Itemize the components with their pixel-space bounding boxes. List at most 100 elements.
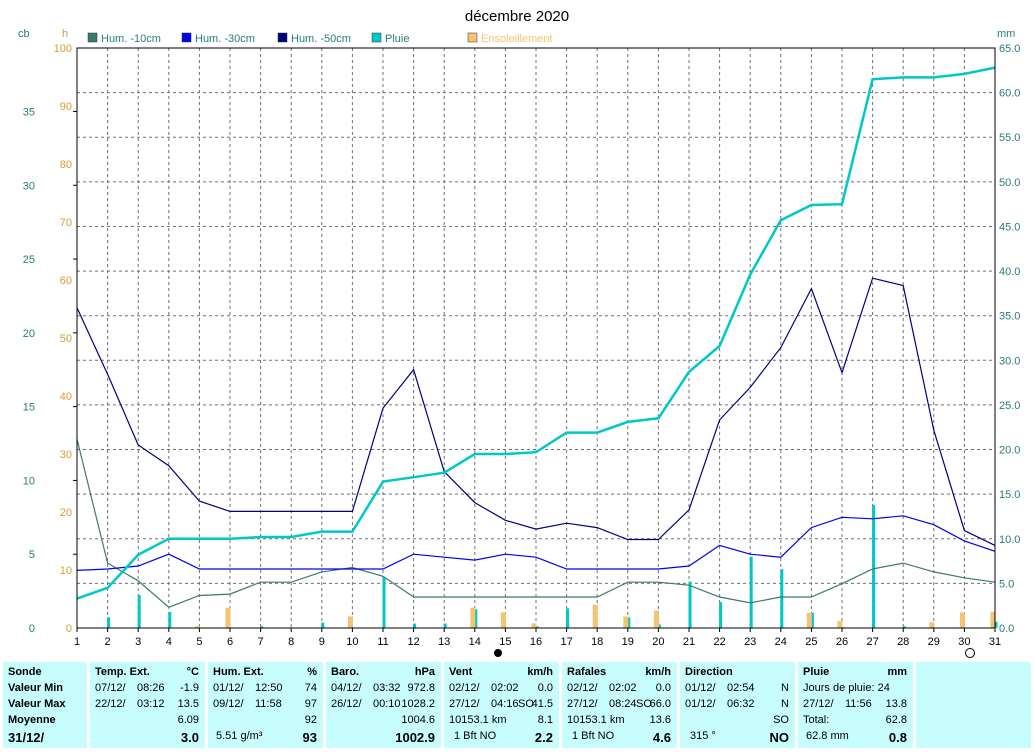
daily-rain-bar <box>994 621 998 628</box>
panel-pluie: Pluie mm Jours de pluie: 24 27/12/11:56 13… <box>797 661 914 749</box>
vent-min-time: 02:02 <box>491 682 519 694</box>
sunshine-bar <box>347 616 353 628</box>
x-tick-label: 18 <box>591 636 603 648</box>
panel-direction: Direction 01/12/02:54 N 01/12/06:32 N SO 3… <box>679 661 796 749</box>
bars <box>107 504 998 628</box>
daily-rain-bar <box>902 626 906 628</box>
cb-tick-label: 25 <box>23 254 35 266</box>
pluie-total-label: Total: <box>803 714 830 726</box>
x-tick-label: 21 <box>683 636 695 648</box>
baro-min-date: 04/12/ <box>331 682 362 694</box>
x-tick-label: 16 <box>530 636 542 648</box>
direction-max-value: N <box>781 698 789 710</box>
x-tick-label: 24 <box>775 636 787 648</box>
sunshine-bar <box>929 622 935 628</box>
row-current-label: 31/12/ <box>8 730 45 745</box>
rafales-current: 4.6 <box>652 730 671 745</box>
row-min-label: Valeur Min <box>8 682 64 694</box>
legend: Hum. -10cm Hum. -30cm Hum. -50cm Pluie Ensol… <box>87 32 553 45</box>
panel-sonde: Sonde Valeur Min Valeur Max Moyenne 31/1… <box>2 661 88 749</box>
daily-rain-bar <box>107 617 111 628</box>
hum-abs: 5.51 g/m³ <box>216 730 263 742</box>
vent-distance: 10153.1 km <box>449 714 507 726</box>
daily-rain-bar <box>168 611 172 628</box>
panel-vent: Vent km/h 02/12/02:02 0.0 27/12/04:16 SO 41.… <box>443 661 560 749</box>
rafales-max-value: 66.0 <box>649 698 671 710</box>
sunshine-bar <box>531 623 537 628</box>
h-tick-label: 70 <box>60 217 72 229</box>
rafales-min-date: 02/12/ <box>567 682 598 694</box>
temp-min-value: -1.9 <box>180 682 199 694</box>
pluie-current: 0.8 <box>888 730 907 745</box>
x-tick-label: 10 <box>346 636 358 648</box>
x-tick-label: 15 <box>499 636 511 648</box>
vent-max-time: 04:16 <box>491 698 519 710</box>
rafales-distance: 10153.1 km <box>567 714 625 726</box>
hum-max-date: 09/12/ <box>213 698 244 710</box>
temp-avg: 6.09 <box>177 714 199 726</box>
legend-swatch <box>181 32 192 43</box>
sunshine-bar <box>225 607 231 628</box>
h-tick-label: 40 <box>60 391 72 403</box>
vent-max-dir: SO <box>518 698 534 710</box>
line-hum-10cm <box>76 438 996 608</box>
full-moon-icon <box>965 648 975 658</box>
direction-min-value: N <box>781 682 789 694</box>
rafales-beaufort: 1 Bft NO <box>572 730 615 742</box>
line-hum-30cm <box>76 515 996 571</box>
sunshine-bar <box>470 607 476 628</box>
panel-temp: Temp. Ext. °C 07/12/08:26 -1.9 22/12/03:12… <box>89 661 206 749</box>
mm-tick-label: 65.0 <box>999 43 1020 55</box>
h-axis-unit: h <box>62 28 68 40</box>
h-tick-label: 30 <box>60 449 72 461</box>
legend-swatch <box>467 32 478 43</box>
vent-unit: km/h <box>527 666 553 678</box>
sunshine-bar <box>194 626 200 628</box>
temp-max-time: 03:12 <box>137 698 165 710</box>
direction-max-date: 01/12/ <box>685 698 716 710</box>
daily-rain-bar <box>321 622 325 628</box>
pluie-days: Jours de pluie: 24 <box>803 682 890 694</box>
x-tick-label: 8 <box>288 636 294 648</box>
temp-min-time: 08:26 <box>137 682 165 694</box>
baro-max-time: 00:10 <box>373 698 401 710</box>
cb-tick-label: 35 <box>23 106 35 118</box>
sunshine-bar <box>592 604 598 628</box>
direction-min-time: 02:54 <box>727 682 755 694</box>
x-tick-label: 14 <box>469 636 481 648</box>
mm-tick-label: 55.0 <box>999 132 1020 144</box>
legend-label: Hum. -10cm <box>101 33 161 45</box>
sunshine-bar <box>500 612 506 628</box>
x-tick-label: 26 <box>836 636 848 648</box>
daily-rain-bar <box>657 624 661 628</box>
row-avg-label: Moyenne <box>8 714 56 726</box>
legend-label: Ensoleillement <box>481 33 553 45</box>
h-tick-label: 50 <box>60 333 72 345</box>
chart-title: décembre 2020 <box>465 8 569 25</box>
x-tick-label: 12 <box>407 636 419 648</box>
vent-current: 2.2 <box>534 730 553 745</box>
baro-max-date: 26/12/ <box>331 698 362 710</box>
rafales-min-value: 0.0 <box>655 682 671 694</box>
daily-rain-bar <box>260 626 264 628</box>
h-tick-label: 10 <box>60 565 72 577</box>
x-tick-label: 9 <box>319 636 325 648</box>
legend-label: Pluie <box>385 33 409 45</box>
x-tick-label: 7 <box>258 636 264 648</box>
vent-avg: 8.1 <box>537 714 553 726</box>
vent-beaufort: 1 Bft NO <box>454 730 497 742</box>
cb-tick-label: 0 <box>29 623 35 635</box>
h-tick-label: 0 <box>66 623 72 635</box>
daily-rain-bar <box>443 623 447 628</box>
mm-tick-label: 10.0 <box>999 534 1020 546</box>
mm-tick-label: 30.0 <box>999 355 1020 367</box>
panel-baro: Baro. hPa 04/12/03:32 972.8 26/12/00:10 102… <box>325 661 442 749</box>
direction-header: Direction <box>685 666 733 678</box>
line-hum-50cm <box>76 277 996 546</box>
sunshine-bar <box>623 616 629 628</box>
line-pluie <box>76 66 996 600</box>
daily-rain-bar <box>137 594 141 628</box>
legend-swatch <box>87 32 98 43</box>
x-tick-label: 27 <box>866 636 878 648</box>
x-tick-label: 5 <box>196 636 202 648</box>
